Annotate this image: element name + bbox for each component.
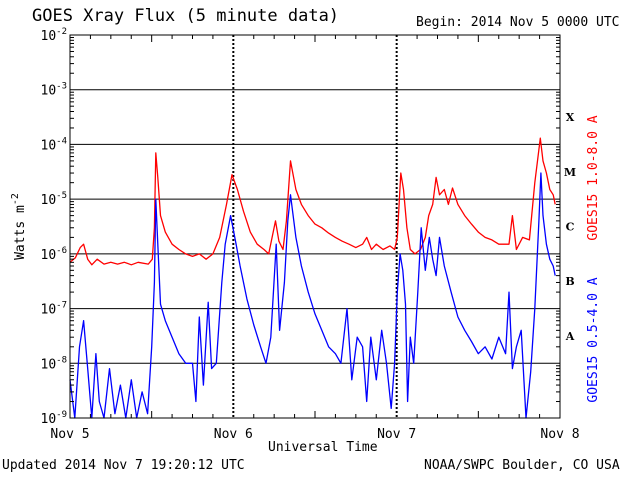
- flare-class-label: C: [566, 221, 575, 234]
- x-axis-label: Universal Time: [268, 440, 378, 455]
- axes-layer: [69, 34, 561, 419]
- y-tick-label: 10-6: [41, 246, 68, 263]
- flare-class-label: X: [566, 111, 575, 124]
- x-tick-label: Nov 7: [377, 427, 416, 442]
- flare-class-label: B: [565, 275, 574, 288]
- credit-line: NOAA/SWPC Boulder, CO USA: [424, 458, 620, 473]
- legend-label-short: GOES15 0.5-4.0 A: [586, 277, 601, 402]
- y-tick-label: 10-2: [41, 27, 68, 44]
- updated-timestamp: Updated 2014 Nov 7 19:20:12 UTC: [2, 458, 245, 473]
- legend-label-long: GOES15 1.0-8.0 A: [586, 115, 601, 240]
- series-layer: [69, 137, 556, 419]
- x-tick-label: Nov 5: [50, 427, 89, 442]
- x-tick-label: Nov 6: [214, 427, 253, 442]
- y-tick-label: 10-7: [41, 301, 68, 318]
- y-axis-label: Watts m-2: [10, 193, 28, 260]
- grid-layer: [70, 34, 560, 419]
- y-tick-label: 10-8: [41, 355, 68, 372]
- y-tick-label: 10-4: [41, 136, 68, 153]
- flare-class-label: M: [564, 166, 576, 179]
- plot-frame: [69, 34, 561, 419]
- series-line-long: [69, 137, 556, 266]
- series-line-short: [69, 172, 556, 419]
- flare-class-label: A: [565, 330, 575, 343]
- y-tick-label: 10-9: [41, 410, 68, 427]
- y-tick-label: 10-3: [41, 82, 68, 99]
- x-tick-label: Nov 8: [540, 427, 579, 442]
- y-tick-label: 10-5: [41, 191, 68, 208]
- chart-title: GOES Xray Flux (5 minute data): [32, 6, 340, 26]
- begin-time: Begin: 2014 Nov 5 0000 UTC: [416, 15, 620, 30]
- label-layer: 10-9 10-8 10-7 10-6 10-5 10-4 10-3 10-2 Nov 5 Nov…: [10, 27, 601, 442]
